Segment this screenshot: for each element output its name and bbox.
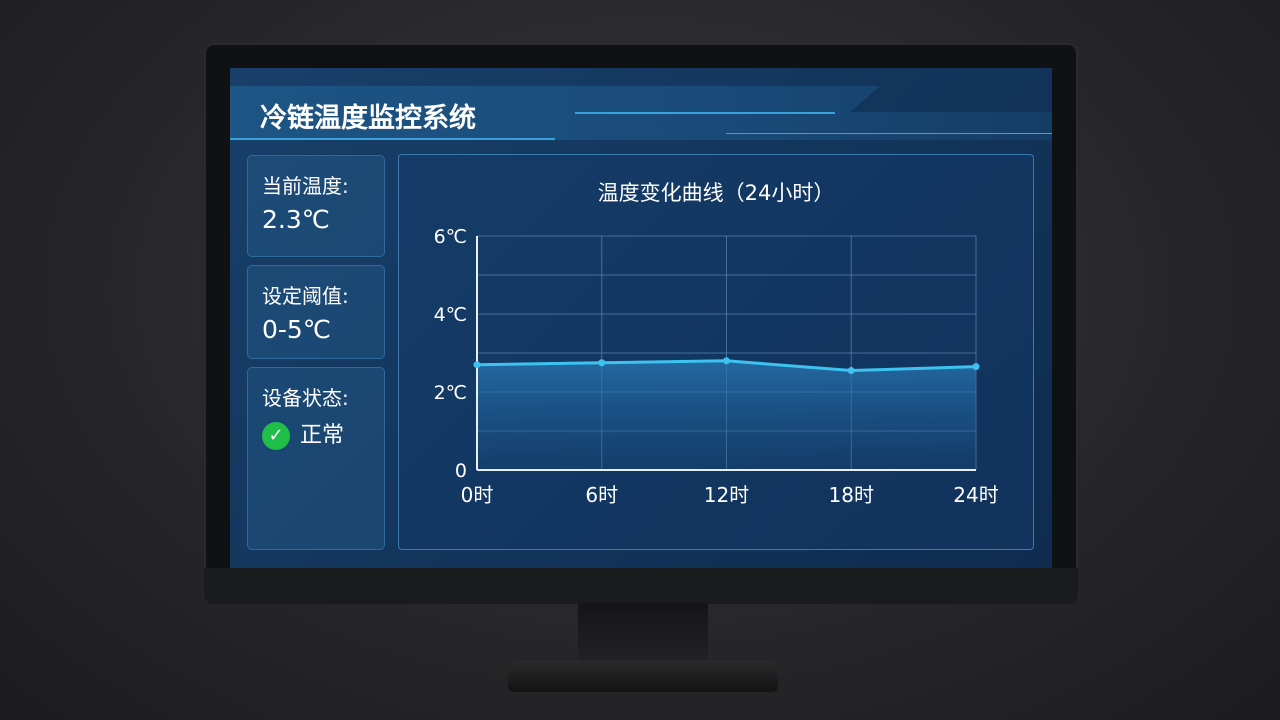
threshold-label: 设定阈值: [262,284,349,308]
y-tick-label: 4℃ [434,304,467,326]
header-accent-line [575,112,835,114]
y-tick-label: 6℃ [434,226,467,248]
area-fill [477,360,976,470]
current-temp-card: 当前温度: 2.3℃ [247,155,385,257]
screen: 冷链温度监控系统 当前温度: 2.3℃ 设定阈值: 0-5℃ 设备状态: ✓ 正常… [230,68,1052,568]
threshold-value: 0-5℃ [262,315,331,344]
data-point [847,367,855,375]
data-point [598,359,606,367]
check-circle-icon: ✓ [262,422,290,450]
data-point [473,361,481,369]
x-tick-label: 6时 [585,483,618,507]
x-tick-label: 0时 [461,483,494,507]
chart-panel: 温度变化曲线（24小时） [398,154,1034,550]
current-temp-value: 2.3℃ [262,205,330,234]
chart-title: 温度变化曲线（24小时） [597,181,835,205]
device-status-label: 设备状态: [262,386,349,410]
device-status-card: 设备状态: ✓ 正常 [247,367,385,550]
temperature-chart: 0 2℃ 4℃ 6℃ 0时 6时 12时 18时 24时 [434,226,999,507]
data-point [723,357,730,365]
y-tick-label: 0 [455,460,467,482]
current-temp-label: 当前温度: [262,174,349,198]
data-point [972,363,980,371]
header-accent-line [230,138,555,140]
x-tick-label: 24时 [953,483,998,507]
x-tick-label: 18时 [829,483,874,507]
header-accent-line [726,133,1052,134]
monitor-chin [204,568,1078,604]
monitor-stand-base [508,660,778,692]
monitor-stand-neck [578,603,708,665]
device-status-value: 正常 [300,423,345,448]
app-title: 冷链温度监控系统 [260,103,476,134]
y-tick-label: 2℃ [434,382,467,404]
x-tick-label: 12时 [704,483,749,507]
threshold-card: 设定阈值: 0-5℃ [247,265,385,359]
